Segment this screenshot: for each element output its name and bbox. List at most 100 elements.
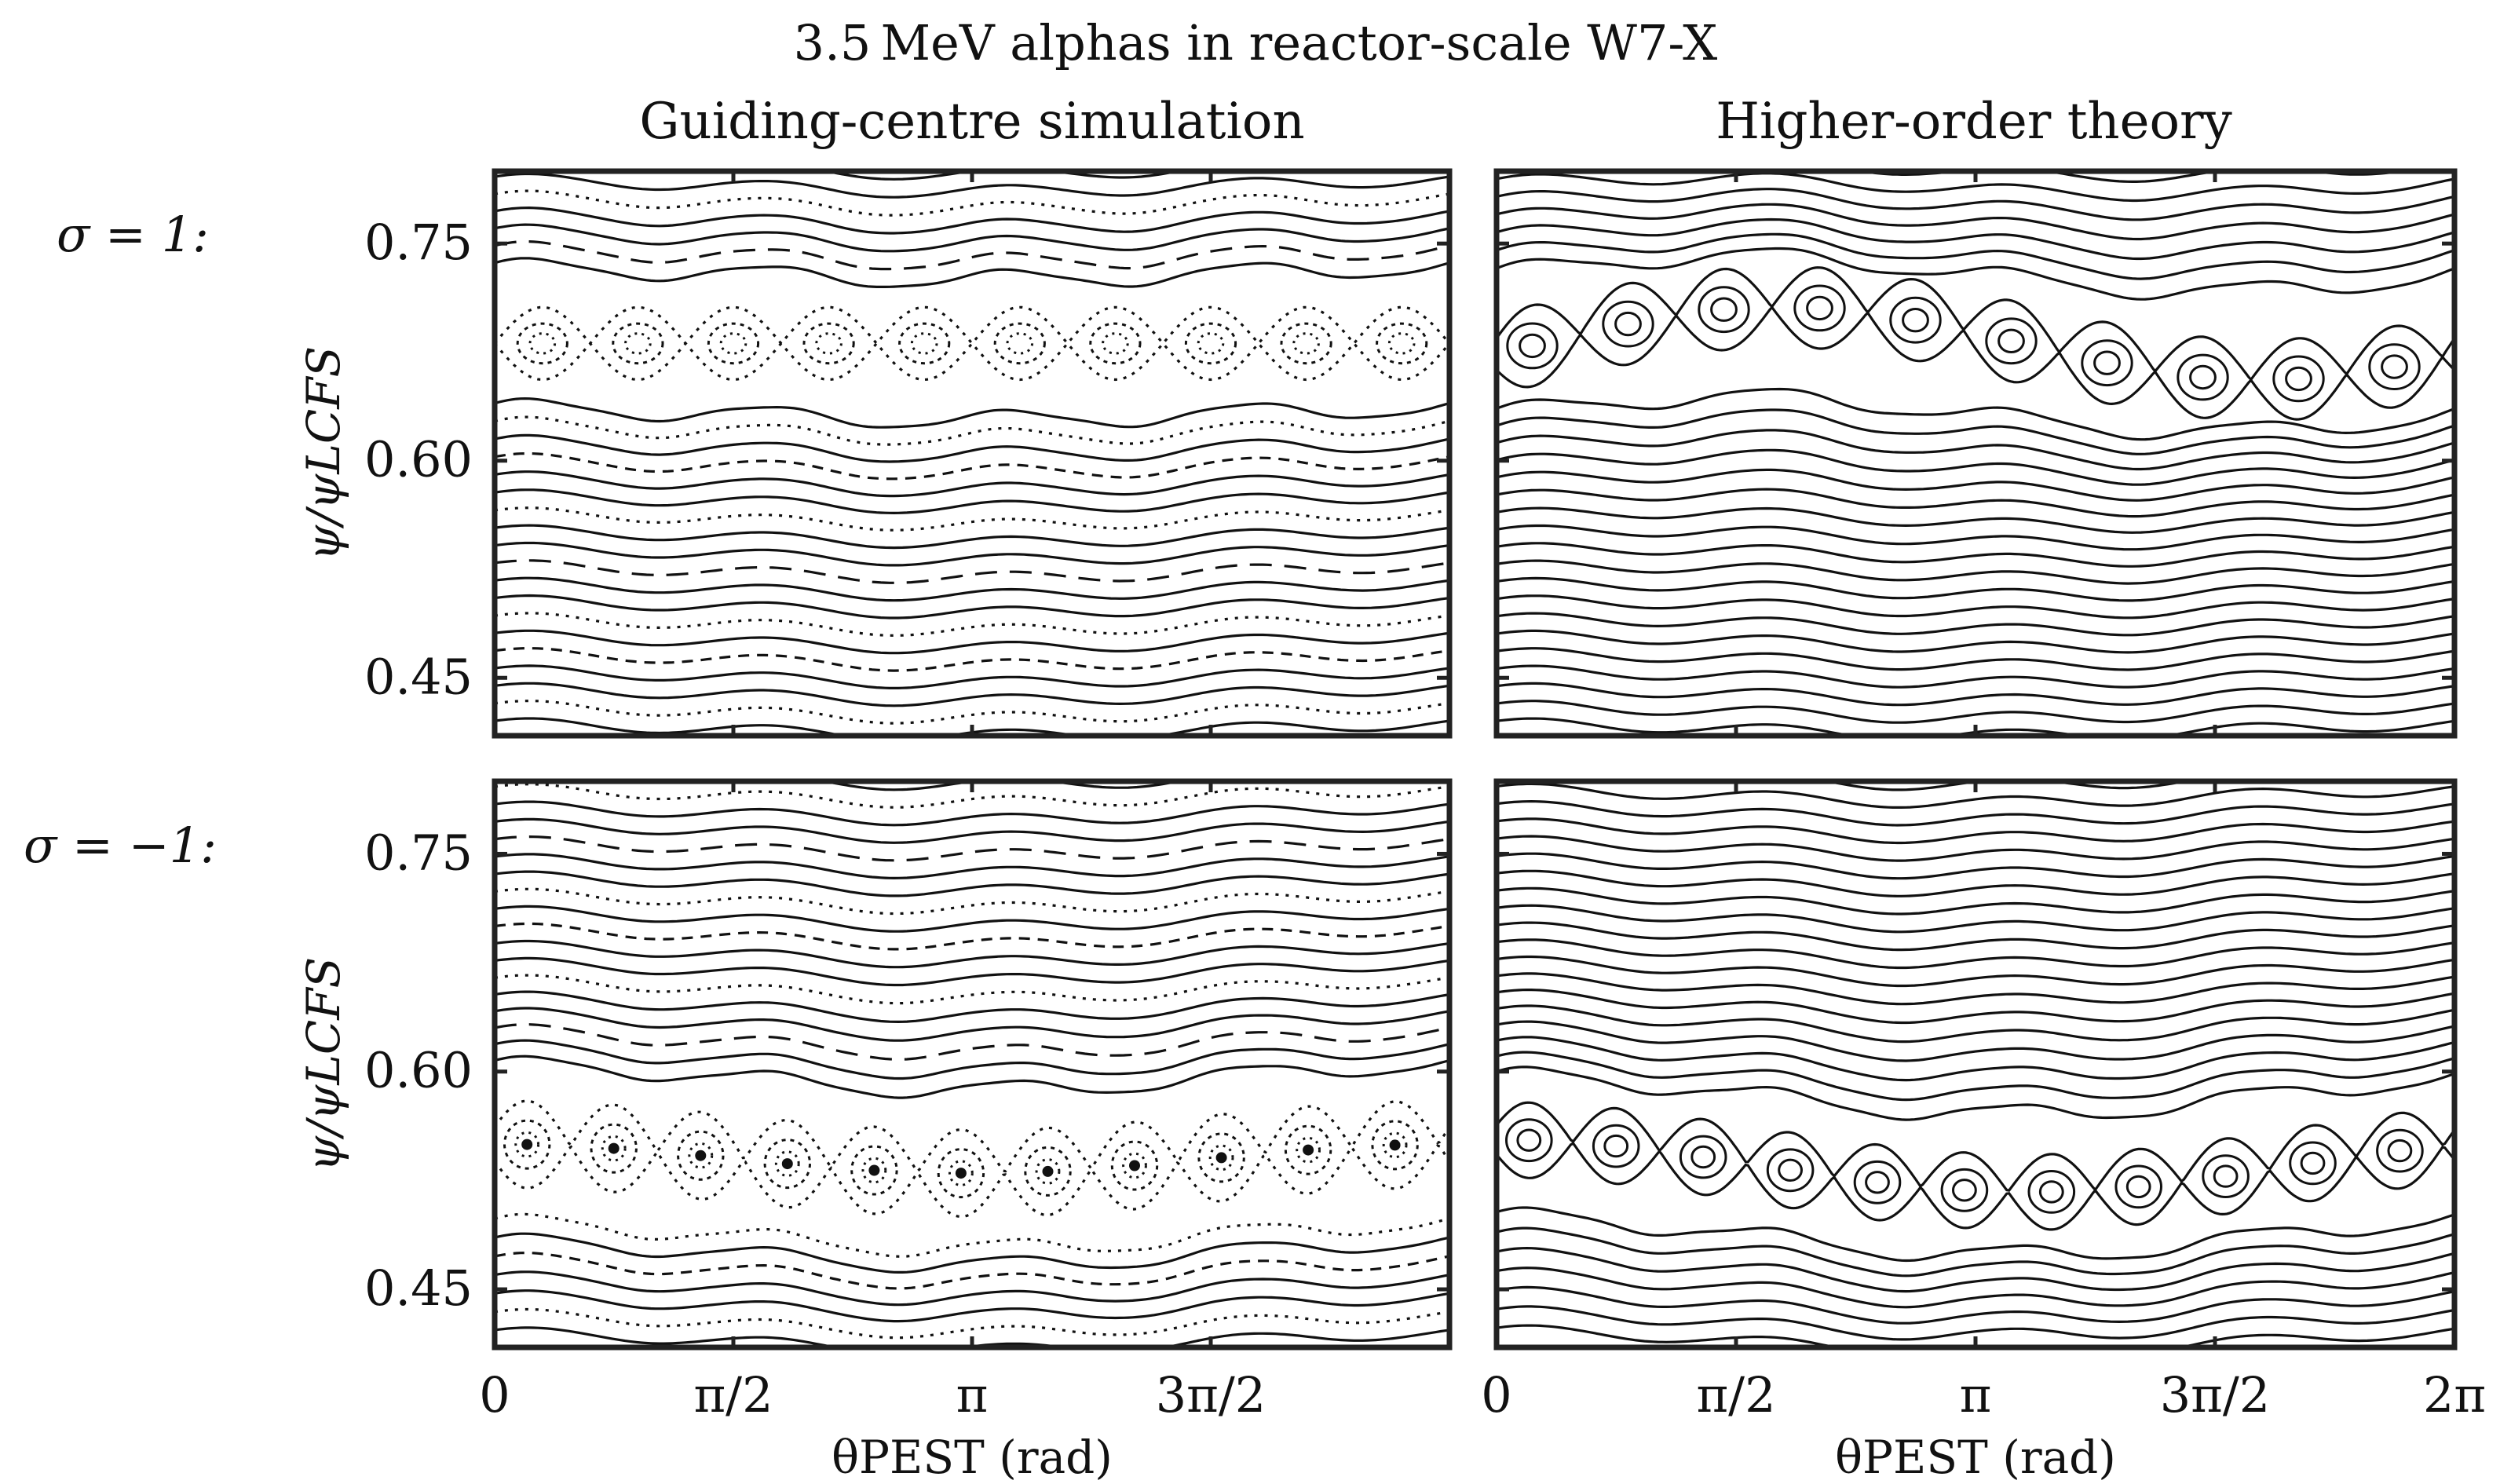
flux-surface [495,646,1449,672]
island-inner [624,332,652,355]
island-inner [2478,334,2503,356]
flux-surface [495,576,1449,602]
flux-surface [1497,799,2454,827]
flux-surface [1497,972,2454,1006]
flux-surface [1497,203,2454,241]
flux-surface [1497,188,2454,221]
flux-surface [1497,1051,2454,1102]
island [1371,1120,1419,1171]
row-label-sigma-minus: σ = −1: [24,817,217,874]
x-tick-label: π/2 [1696,1366,1775,1424]
island [1940,1168,1989,1212]
x-tick-label: 0 [479,1366,510,1424]
island [1284,1124,1332,1175]
flux-surface [1497,904,2454,934]
island-inner [1865,1171,1890,1194]
flux-surface [495,470,1449,498]
flux-surface [1497,1305,2454,1341]
island-inner [2285,366,2312,392]
flux-surface [1497,408,2454,455]
flux-surface [495,524,1449,550]
flux-surface [495,541,1449,567]
island [1793,284,1846,332]
flux-surface [495,594,1449,620]
y-axis-label: ψ/ψLCFS [297,957,350,1171]
flux-surface [495,1023,1449,1061]
flux-surface [495,817,1449,844]
x-tick-label: 2π [2423,1366,2486,1424]
flux-surface [495,1289,1449,1323]
flux-surface [1497,247,2454,301]
x-axis-label: θPEST (rad) [832,1431,1113,1484]
island [1089,322,1142,365]
flux-surface [1497,886,2454,916]
separatrix [1497,1142,2454,1231]
island-inner [2125,1175,2151,1199]
island-inner [861,1157,887,1184]
flux-surface [495,612,1449,638]
x-axis-label: θPEST (rad) [1835,1431,2116,1484]
flux-surface [1497,647,2454,671]
flux-surface [495,433,1449,463]
y-tick-label: 0.60 [364,431,473,488]
flux-surface [1497,448,2454,486]
flux-surface [495,1251,1449,1290]
island [1602,300,1654,348]
flux-surface [1497,612,2454,637]
flux-surface [495,905,1449,933]
flux-surface [1497,921,2454,952]
panel-4: 0 π/2 π 3π/2 2π θPEST (rad) [1481,778,2498,1484]
island [2272,355,2325,403]
flux-surface [495,559,1449,584]
island-o-point [955,1168,967,1179]
island-o-point [1042,1165,1054,1177]
separatrix [1497,305,2454,421]
flux-surface [495,974,1449,1005]
flux-surface [1497,172,2454,203]
island-o-point [521,1139,533,1150]
flux-surface [1497,938,2454,970]
island [1197,1132,1245,1183]
island-inner [2093,350,2121,375]
island [2027,1170,2076,1214]
flux-surface [1497,387,2454,441]
flux-surface [495,664,1449,690]
axes-frame [1493,778,2458,1351]
flux-surface [1497,1267,2454,1309]
island [1592,1124,1640,1168]
island-inner [514,1131,540,1158]
island [2289,1141,2337,1186]
flux-surface [495,257,1449,288]
island [850,1145,898,1196]
island-o-point [1215,1152,1227,1164]
island [898,322,951,365]
island [2368,343,2421,391]
flux-surface [495,1307,1449,1340]
island-inner [1035,1158,1061,1185]
island-inner [688,1142,714,1169]
panel-1: 0.75 0.60 0.45 ψ/ψLCFS [297,168,1453,739]
island-inner [1952,1179,1977,1202]
island [707,322,760,365]
flux-surface [1497,869,2454,897]
separatrix [1497,266,2454,382]
island-inner [2387,1139,2413,1163]
flux-surface [495,1270,1449,1307]
flux-surface [1497,955,2454,988]
island-inner [774,1150,800,1177]
island-inner [2476,1132,2498,1153]
flux-surface [495,239,1449,271]
y-tick-label: 0.75 [364,214,473,271]
island [503,1119,551,1170]
flux-surface [495,887,1449,916]
flux-surface [1497,782,2454,810]
island-inner [1382,1131,1408,1159]
flux-surface [1497,1246,2454,1293]
flux-surface [495,835,1449,862]
island-o-point [781,1158,793,1170]
island-inner [1997,328,2025,353]
island-o-point [1476,1139,1487,1150]
island [2114,1164,2162,1209]
flux-surface [495,853,1449,880]
island [2081,339,2133,387]
